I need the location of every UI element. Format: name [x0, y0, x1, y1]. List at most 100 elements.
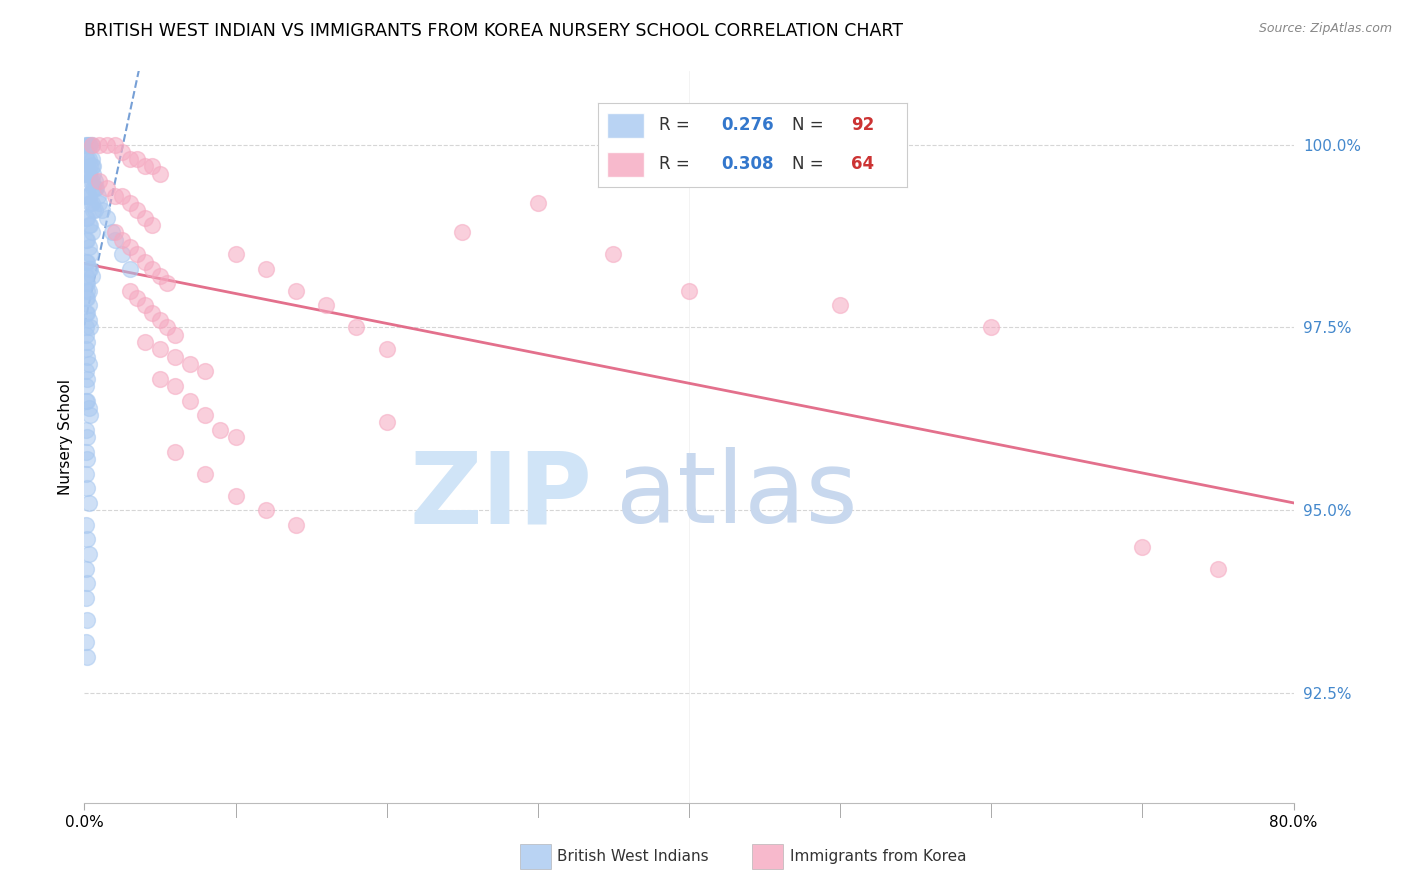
Point: [80, 137, 103, 152]
Point: [79, 196, 101, 211]
Point: [165, 444, 187, 458]
Point: [76, 371, 98, 385]
Point: [80, 174, 103, 188]
Point: [75, 635, 97, 649]
Text: Immigrants from Korea: Immigrants from Korea: [790, 849, 967, 863]
Point: [134, 298, 156, 312]
Point: [76, 649, 98, 664]
Point: [84, 174, 107, 188]
Point: [91, 203, 114, 218]
Point: [75, 562, 97, 576]
Point: [76, 211, 98, 225]
Point: [118, 152, 141, 166]
Point: [1130, 540, 1153, 554]
Point: [1206, 562, 1229, 576]
Point: [76, 481, 98, 495]
Point: [149, 167, 172, 181]
Point: [87, 188, 110, 202]
Point: [209, 423, 232, 437]
Point: [75, 211, 97, 225]
Point: [315, 298, 337, 312]
Point: [75, 327, 97, 342]
Point: [104, 188, 127, 202]
Point: [77, 167, 100, 181]
Point: [225, 430, 247, 444]
Point: [76, 254, 98, 268]
Point: [118, 196, 141, 211]
FancyBboxPatch shape: [607, 152, 644, 178]
Point: [82, 203, 104, 218]
Text: British West Indians: British West Indians: [557, 849, 709, 863]
Point: [77, 401, 100, 415]
Point: [111, 188, 134, 202]
Point: [75, 467, 97, 481]
Point: [76, 167, 98, 181]
Point: [165, 327, 187, 342]
Point: [225, 247, 247, 261]
Point: [79, 174, 101, 188]
Point: [75, 291, 97, 305]
Point: [79, 160, 101, 174]
Point: [75, 364, 97, 378]
Point: [375, 416, 398, 430]
Point: [451, 225, 474, 239]
Point: [77, 188, 100, 202]
Point: [76, 137, 98, 152]
Point: [141, 160, 163, 174]
Point: [127, 152, 149, 166]
Point: [76, 613, 98, 627]
Point: [179, 393, 201, 408]
Point: [77, 261, 100, 276]
Point: [75, 254, 97, 268]
Point: [79, 218, 101, 232]
Point: [80, 137, 103, 152]
Point: [89, 196, 111, 211]
Point: [111, 247, 134, 261]
Text: Source: ZipAtlas.com: Source: ZipAtlas.com: [1258, 22, 1392, 36]
Point: [75, 393, 97, 408]
Point: [225, 489, 247, 503]
Point: [96, 181, 118, 195]
Point: [149, 343, 172, 357]
Point: [104, 137, 127, 152]
Point: [77, 547, 100, 561]
Point: [75, 423, 97, 437]
Text: BRITISH WEST INDIAN VS IMMIGRANTS FROM KOREA NURSERY SCHOOL CORRELATION CHART: BRITISH WEST INDIAN VS IMMIGRANTS FROM K…: [84, 22, 904, 40]
Point: [141, 261, 163, 276]
Point: [77, 218, 100, 232]
Point: [75, 591, 97, 605]
Point: [76, 430, 98, 444]
Point: [75, 517, 97, 532]
Point: [194, 408, 217, 422]
Point: [75, 444, 97, 458]
Point: [284, 284, 308, 298]
Point: [96, 211, 118, 225]
Point: [80, 225, 103, 239]
Point: [118, 240, 141, 254]
Point: [254, 503, 277, 517]
Point: [75, 167, 97, 181]
Point: [830, 298, 852, 312]
Point: [76, 233, 98, 247]
Point: [76, 334, 98, 349]
Text: 0.308: 0.308: [721, 155, 773, 173]
Point: [141, 218, 163, 232]
Text: R =: R =: [659, 117, 696, 135]
Point: [82, 167, 104, 181]
Point: [77, 137, 100, 152]
Point: [76, 284, 98, 298]
Point: [76, 350, 98, 364]
Point: [84, 203, 107, 218]
Point: [678, 284, 700, 298]
FancyBboxPatch shape: [607, 112, 644, 138]
Point: [134, 160, 156, 174]
Point: [134, 334, 156, 349]
Point: [77, 284, 100, 298]
Point: [165, 350, 187, 364]
Point: [77, 240, 100, 254]
Point: [76, 393, 98, 408]
Point: [79, 137, 101, 152]
Point: [80, 152, 103, 166]
Text: R =: R =: [659, 155, 696, 173]
Point: [77, 298, 100, 312]
